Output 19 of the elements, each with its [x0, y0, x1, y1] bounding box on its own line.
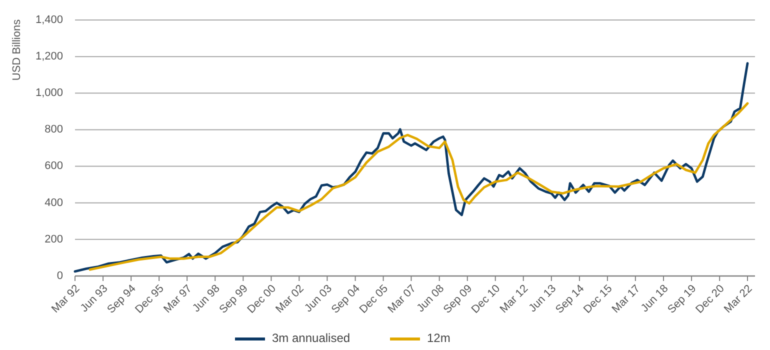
y-tick-label: 1,000: [35, 87, 63, 100]
x-tick-label: Mar 97: [162, 282, 194, 316]
x-tick-label: Mar 12: [498, 282, 531, 316]
x-tick-label: Mar 02: [274, 282, 306, 316]
line-series: [88, 102, 749, 271]
y-tick-label: 400: [44, 196, 63, 209]
x-tick-label: Mar 07: [386, 282, 418, 316]
y-tick-label: 0: [56, 270, 63, 282]
y-tick-label: 1,200: [35, 50, 63, 62]
y-tick-label: 200: [44, 233, 63, 246]
x-tick-label: Mar 92: [50, 282, 82, 316]
x-tick-label: Mar 22: [722, 282, 755, 316]
line-series: [74, 62, 749, 273]
y-tick-label: 800: [44, 124, 63, 136]
y-tick-label: 600: [44, 160, 63, 172]
legend-label: 3m annualised: [272, 331, 350, 346]
y-tick-label: 1,400: [35, 14, 63, 26]
legend-label: 12m: [427, 331, 450, 346]
y-axis-title: USD Billions: [11, 18, 23, 81]
